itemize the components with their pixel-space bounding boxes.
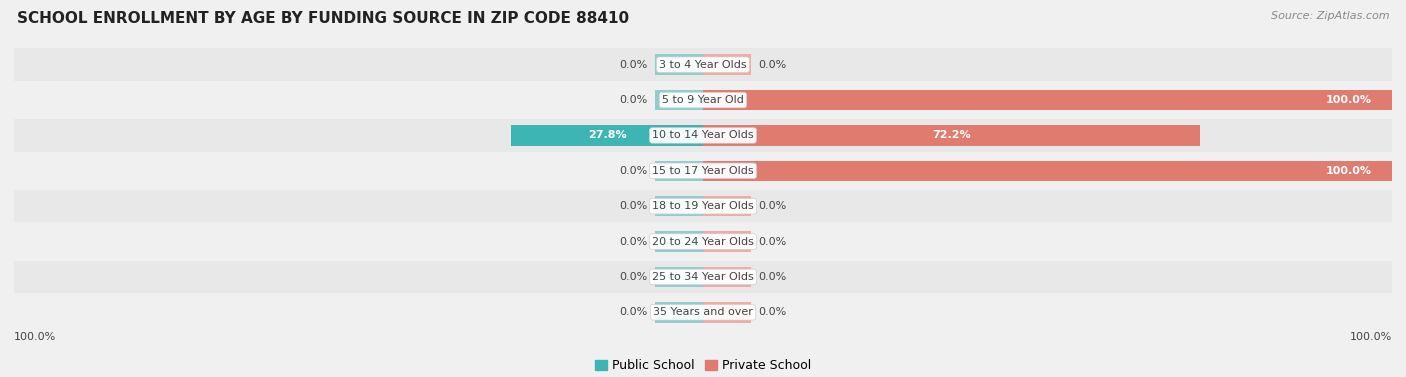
Text: 5 to 9 Year Old: 5 to 9 Year Old	[662, 95, 744, 105]
Text: 27.8%: 27.8%	[588, 130, 627, 141]
Text: 0.0%: 0.0%	[620, 272, 648, 282]
Bar	[703, 90, 1392, 110]
Bar	[703, 302, 751, 323]
Text: 0.0%: 0.0%	[620, 236, 648, 247]
Text: 100.0%: 100.0%	[1350, 332, 1392, 342]
Bar	[655, 231, 703, 252]
Bar	[703, 196, 751, 216]
Text: 0.0%: 0.0%	[620, 95, 648, 105]
Bar	[14, 225, 1392, 258]
Bar	[703, 231, 751, 252]
Text: 25 to 34 Year Olds: 25 to 34 Year Olds	[652, 272, 754, 282]
Bar	[703, 161, 1392, 181]
Text: Source: ZipAtlas.com: Source: ZipAtlas.com	[1271, 11, 1389, 21]
Bar	[14, 296, 1392, 329]
Text: 0.0%: 0.0%	[620, 166, 648, 176]
Text: 100.0%: 100.0%	[14, 332, 56, 342]
Text: 72.2%: 72.2%	[932, 130, 972, 141]
Bar	[14, 119, 1392, 152]
Bar	[655, 302, 703, 323]
Bar	[655, 90, 703, 110]
Bar	[14, 190, 1392, 222]
Bar	[703, 267, 751, 287]
Bar	[14, 84, 1392, 116]
Bar	[655, 54, 703, 75]
Text: 10 to 14 Year Olds: 10 to 14 Year Olds	[652, 130, 754, 141]
Text: 0.0%: 0.0%	[758, 201, 786, 211]
Text: 0.0%: 0.0%	[758, 272, 786, 282]
Bar	[703, 125, 1201, 146]
Text: 18 to 19 Year Olds: 18 to 19 Year Olds	[652, 201, 754, 211]
Bar	[655, 267, 703, 287]
Bar	[512, 125, 703, 146]
Text: 0.0%: 0.0%	[620, 60, 648, 70]
Legend: Public School, Private School: Public School, Private School	[589, 354, 817, 377]
Bar	[14, 261, 1392, 293]
Text: SCHOOL ENROLLMENT BY AGE BY FUNDING SOURCE IN ZIP CODE 88410: SCHOOL ENROLLMENT BY AGE BY FUNDING SOUR…	[17, 11, 628, 26]
Bar	[703, 54, 751, 75]
Text: 0.0%: 0.0%	[758, 307, 786, 317]
Text: 15 to 17 Year Olds: 15 to 17 Year Olds	[652, 166, 754, 176]
Bar	[655, 161, 703, 181]
Text: 35 Years and over: 35 Years and over	[652, 307, 754, 317]
Bar	[14, 48, 1392, 81]
Text: 0.0%: 0.0%	[758, 60, 786, 70]
Bar	[655, 196, 703, 216]
Text: 0.0%: 0.0%	[758, 236, 786, 247]
Text: 20 to 24 Year Olds: 20 to 24 Year Olds	[652, 236, 754, 247]
Bar	[14, 155, 1392, 187]
Text: 100.0%: 100.0%	[1326, 166, 1371, 176]
Text: 3 to 4 Year Olds: 3 to 4 Year Olds	[659, 60, 747, 70]
Text: 0.0%: 0.0%	[620, 307, 648, 317]
Text: 0.0%: 0.0%	[620, 201, 648, 211]
Text: 100.0%: 100.0%	[1326, 95, 1371, 105]
